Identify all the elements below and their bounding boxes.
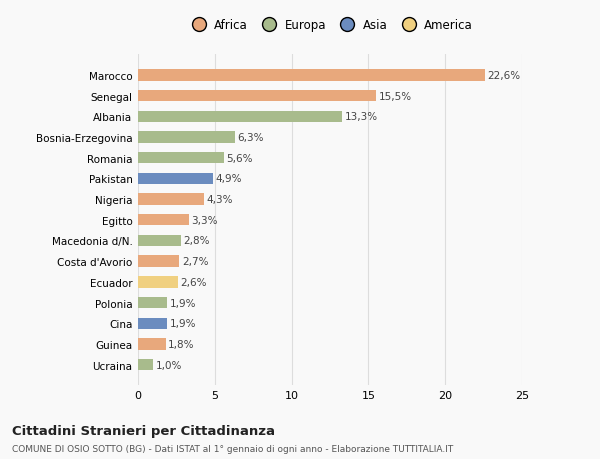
Text: 1,8%: 1,8% [168, 339, 194, 349]
Legend: Africa, Europa, Asia, America: Africa, Europa, Asia, America [182, 15, 478, 37]
Bar [138, 359, 154, 370]
Text: 15,5%: 15,5% [379, 91, 412, 101]
Text: 2,6%: 2,6% [180, 277, 207, 287]
Text: 4,3%: 4,3% [206, 195, 233, 205]
Bar [138, 174, 213, 185]
Text: 2,7%: 2,7% [182, 257, 208, 267]
Bar [138, 70, 485, 81]
Bar [138, 297, 167, 308]
Text: 13,3%: 13,3% [344, 112, 378, 122]
Bar [138, 194, 204, 205]
Bar [138, 132, 235, 143]
Bar [138, 91, 376, 102]
Text: Cittadini Stranieri per Cittadinanza: Cittadini Stranieri per Cittadinanza [12, 425, 275, 437]
Text: 4,9%: 4,9% [215, 174, 242, 184]
Text: 22,6%: 22,6% [487, 71, 521, 81]
Text: 3,3%: 3,3% [191, 215, 217, 225]
Text: 6,3%: 6,3% [237, 133, 263, 143]
Bar [138, 256, 179, 267]
Bar [138, 153, 224, 164]
Bar [138, 318, 167, 329]
Text: 5,6%: 5,6% [226, 153, 253, 163]
Text: 2,8%: 2,8% [184, 236, 210, 246]
Text: 1,0%: 1,0% [155, 360, 182, 370]
Bar [138, 277, 178, 288]
Bar [138, 235, 181, 246]
Bar [138, 339, 166, 350]
Text: COMUNE DI OSIO SOTTO (BG) - Dati ISTAT al 1° gennaio di ogni anno - Elaborazione: COMUNE DI OSIO SOTTO (BG) - Dati ISTAT a… [12, 444, 453, 453]
Bar [138, 215, 188, 226]
Text: 1,9%: 1,9% [169, 298, 196, 308]
Text: 1,9%: 1,9% [169, 319, 196, 329]
Bar [138, 112, 342, 123]
